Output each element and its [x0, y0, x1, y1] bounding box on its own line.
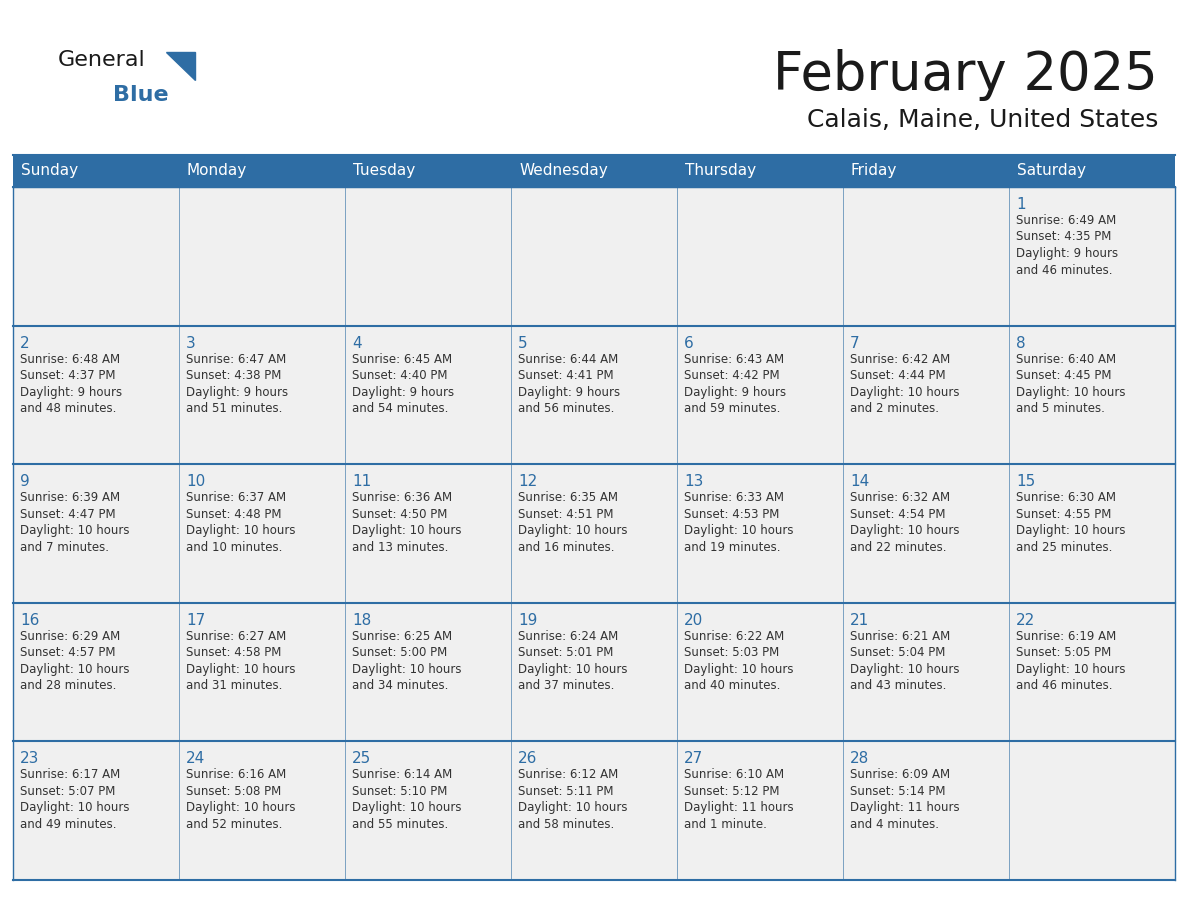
Text: 25: 25	[352, 752, 371, 767]
Text: Sunrise: 6:21 AM
Sunset: 5:04 PM
Daylight: 10 hours
and 43 minutes.: Sunrise: 6:21 AM Sunset: 5:04 PM Dayligh…	[849, 630, 960, 692]
Text: Sunrise: 6:27 AM
Sunset: 4:58 PM
Daylight: 10 hours
and 31 minutes.: Sunrise: 6:27 AM Sunset: 4:58 PM Dayligh…	[187, 630, 296, 692]
Bar	[13, 603, 1175, 742]
Text: 28: 28	[849, 752, 870, 767]
Text: Blue: Blue	[113, 85, 169, 105]
Text: Sunrise: 6:29 AM
Sunset: 4:57 PM
Daylight: 10 hours
and 28 minutes.: Sunrise: 6:29 AM Sunset: 4:57 PM Dayligh…	[20, 630, 129, 692]
Bar	[13, 187, 1175, 326]
Text: 15: 15	[1016, 475, 1035, 489]
Text: 20: 20	[684, 613, 703, 628]
Text: 8: 8	[1016, 336, 1025, 351]
Text: Sunrise: 6:47 AM
Sunset: 4:38 PM
Daylight: 9 hours
and 51 minutes.: Sunrise: 6:47 AM Sunset: 4:38 PM Dayligh…	[187, 353, 289, 415]
Text: Sunday: Sunday	[21, 163, 78, 178]
Text: Sunrise: 6:40 AM
Sunset: 4:45 PM
Daylight: 10 hours
and 5 minutes.: Sunrise: 6:40 AM Sunset: 4:45 PM Dayligh…	[1016, 353, 1125, 415]
Text: 13: 13	[684, 475, 703, 489]
Bar	[13, 326, 1175, 465]
Text: 9: 9	[20, 475, 30, 489]
Text: 17: 17	[187, 613, 206, 628]
Text: 10: 10	[187, 475, 206, 489]
Text: Calais, Maine, United States: Calais, Maine, United States	[807, 108, 1158, 132]
Text: 22: 22	[1016, 613, 1035, 628]
Bar	[13, 742, 1175, 880]
Text: February 2025: February 2025	[773, 49, 1158, 101]
Text: Sunrise: 6:35 AM
Sunset: 4:51 PM
Daylight: 10 hours
and 16 minutes.: Sunrise: 6:35 AM Sunset: 4:51 PM Dayligh…	[518, 491, 627, 554]
Text: 3: 3	[187, 336, 196, 351]
Text: Sunrise: 6:14 AM
Sunset: 5:10 PM
Daylight: 10 hours
and 55 minutes.: Sunrise: 6:14 AM Sunset: 5:10 PM Dayligh…	[352, 768, 461, 831]
Text: Friday: Friday	[851, 163, 897, 178]
Text: Sunrise: 6:09 AM
Sunset: 5:14 PM
Daylight: 11 hours
and 4 minutes.: Sunrise: 6:09 AM Sunset: 5:14 PM Dayligh…	[849, 768, 960, 831]
Text: 16: 16	[20, 613, 39, 628]
Text: Sunrise: 6:19 AM
Sunset: 5:05 PM
Daylight: 10 hours
and 46 minutes.: Sunrise: 6:19 AM Sunset: 5:05 PM Dayligh…	[1016, 630, 1125, 692]
Text: Sunrise: 6:45 AM
Sunset: 4:40 PM
Daylight: 9 hours
and 54 minutes.: Sunrise: 6:45 AM Sunset: 4:40 PM Dayligh…	[352, 353, 454, 415]
Text: Thursday: Thursday	[685, 163, 756, 178]
Text: 18: 18	[352, 613, 371, 628]
Text: 14: 14	[849, 475, 870, 489]
Text: 11: 11	[352, 475, 371, 489]
Text: Sunrise: 6:16 AM
Sunset: 5:08 PM
Daylight: 10 hours
and 52 minutes.: Sunrise: 6:16 AM Sunset: 5:08 PM Dayligh…	[187, 768, 296, 831]
Text: Sunrise: 6:25 AM
Sunset: 5:00 PM
Daylight: 10 hours
and 34 minutes.: Sunrise: 6:25 AM Sunset: 5:00 PM Dayligh…	[352, 630, 461, 692]
Bar	[13, 155, 1175, 187]
Text: Sunrise: 6:43 AM
Sunset: 4:42 PM
Daylight: 9 hours
and 59 minutes.: Sunrise: 6:43 AM Sunset: 4:42 PM Dayligh…	[684, 353, 786, 415]
Text: Sunrise: 6:48 AM
Sunset: 4:37 PM
Daylight: 9 hours
and 48 minutes.: Sunrise: 6:48 AM Sunset: 4:37 PM Dayligh…	[20, 353, 122, 415]
Text: Wednesday: Wednesday	[519, 163, 608, 178]
Text: General: General	[58, 50, 146, 70]
Text: Sunrise: 6:22 AM
Sunset: 5:03 PM
Daylight: 10 hours
and 40 minutes.: Sunrise: 6:22 AM Sunset: 5:03 PM Dayligh…	[684, 630, 794, 692]
Text: Sunrise: 6:32 AM
Sunset: 4:54 PM
Daylight: 10 hours
and 22 minutes.: Sunrise: 6:32 AM Sunset: 4:54 PM Dayligh…	[849, 491, 960, 554]
Text: 5: 5	[518, 336, 527, 351]
Text: 2: 2	[20, 336, 30, 351]
Text: 6: 6	[684, 336, 694, 351]
Text: 4: 4	[352, 336, 361, 351]
Text: 12: 12	[518, 475, 537, 489]
Text: Tuesday: Tuesday	[353, 163, 416, 178]
Text: Sunrise: 6:24 AM
Sunset: 5:01 PM
Daylight: 10 hours
and 37 minutes.: Sunrise: 6:24 AM Sunset: 5:01 PM Dayligh…	[518, 630, 627, 692]
Text: 27: 27	[684, 752, 703, 767]
Text: Sunrise: 6:10 AM
Sunset: 5:12 PM
Daylight: 11 hours
and 1 minute.: Sunrise: 6:10 AM Sunset: 5:12 PM Dayligh…	[684, 768, 794, 831]
Text: 21: 21	[849, 613, 870, 628]
Text: 24: 24	[187, 752, 206, 767]
Text: Sunrise: 6:12 AM
Sunset: 5:11 PM
Daylight: 10 hours
and 58 minutes.: Sunrise: 6:12 AM Sunset: 5:11 PM Dayligh…	[518, 768, 627, 831]
Text: Sunrise: 6:42 AM
Sunset: 4:44 PM
Daylight: 10 hours
and 2 minutes.: Sunrise: 6:42 AM Sunset: 4:44 PM Dayligh…	[849, 353, 960, 415]
Text: Sunrise: 6:33 AM
Sunset: 4:53 PM
Daylight: 10 hours
and 19 minutes.: Sunrise: 6:33 AM Sunset: 4:53 PM Dayligh…	[684, 491, 794, 554]
Text: 23: 23	[20, 752, 39, 767]
Text: Sunrise: 6:44 AM
Sunset: 4:41 PM
Daylight: 9 hours
and 56 minutes.: Sunrise: 6:44 AM Sunset: 4:41 PM Dayligh…	[518, 353, 620, 415]
Text: Saturday: Saturday	[1017, 163, 1086, 178]
Text: Sunrise: 6:49 AM
Sunset: 4:35 PM
Daylight: 9 hours
and 46 minutes.: Sunrise: 6:49 AM Sunset: 4:35 PM Dayligh…	[1016, 214, 1118, 276]
Polygon shape	[166, 52, 195, 80]
Text: Sunrise: 6:37 AM
Sunset: 4:48 PM
Daylight: 10 hours
and 10 minutes.: Sunrise: 6:37 AM Sunset: 4:48 PM Dayligh…	[187, 491, 296, 554]
Bar	[13, 465, 1175, 603]
Text: 26: 26	[518, 752, 537, 767]
Text: Sunrise: 6:17 AM
Sunset: 5:07 PM
Daylight: 10 hours
and 49 minutes.: Sunrise: 6:17 AM Sunset: 5:07 PM Dayligh…	[20, 768, 129, 831]
Text: Monday: Monday	[187, 163, 247, 178]
Text: Sunrise: 6:39 AM
Sunset: 4:47 PM
Daylight: 10 hours
and 7 minutes.: Sunrise: 6:39 AM Sunset: 4:47 PM Dayligh…	[20, 491, 129, 554]
Text: Sunrise: 6:30 AM
Sunset: 4:55 PM
Daylight: 10 hours
and 25 minutes.: Sunrise: 6:30 AM Sunset: 4:55 PM Dayligh…	[1016, 491, 1125, 554]
Text: 7: 7	[849, 336, 860, 351]
Text: 1: 1	[1016, 197, 1025, 212]
Text: 19: 19	[518, 613, 537, 628]
Text: Sunrise: 6:36 AM
Sunset: 4:50 PM
Daylight: 10 hours
and 13 minutes.: Sunrise: 6:36 AM Sunset: 4:50 PM Dayligh…	[352, 491, 461, 554]
